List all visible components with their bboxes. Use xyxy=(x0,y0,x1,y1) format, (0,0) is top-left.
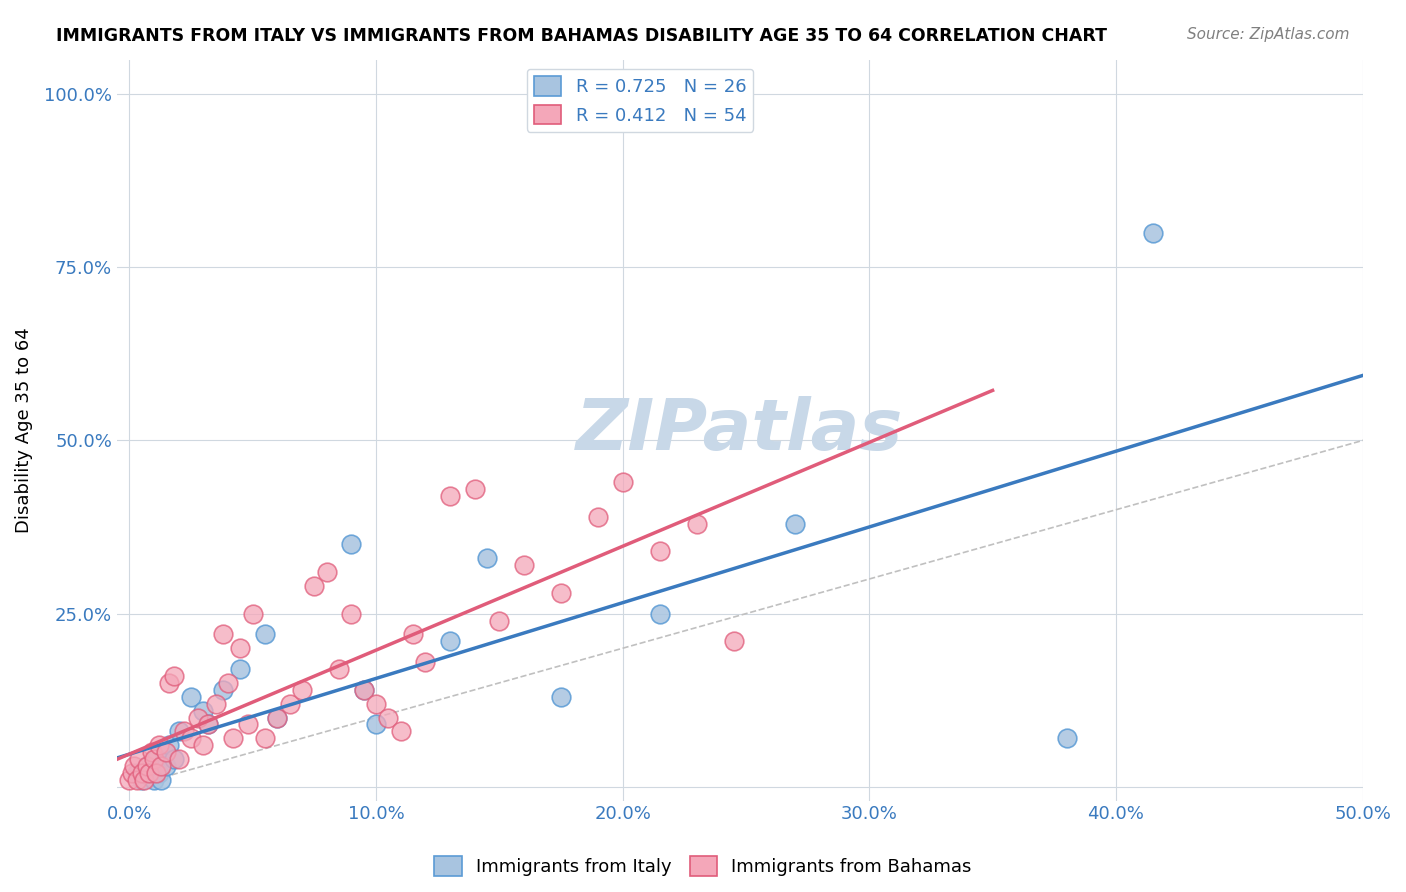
Point xyxy=(121,765,143,780)
Point xyxy=(155,759,177,773)
Point xyxy=(145,765,167,780)
Point xyxy=(648,544,671,558)
Point xyxy=(304,579,326,593)
Point xyxy=(291,682,314,697)
Point xyxy=(197,717,219,731)
Point xyxy=(253,731,276,746)
Point xyxy=(242,607,264,621)
Point xyxy=(685,516,707,531)
Point xyxy=(1056,731,1078,746)
Point xyxy=(413,655,436,669)
Legend: Immigrants from Italy, Immigrants from Bahamas: Immigrants from Italy, Immigrants from B… xyxy=(427,848,979,883)
Point xyxy=(278,697,301,711)
Point xyxy=(131,772,153,787)
Point xyxy=(217,676,239,690)
Point xyxy=(222,731,245,746)
Point xyxy=(364,697,387,711)
Point xyxy=(377,710,399,724)
Point xyxy=(148,738,170,752)
Point xyxy=(131,765,153,780)
Point xyxy=(180,690,202,704)
Point xyxy=(155,745,177,759)
Point xyxy=(193,738,215,752)
Point xyxy=(167,724,190,739)
Point xyxy=(197,717,219,731)
Point xyxy=(266,710,288,724)
Y-axis label: Disability Age 35 to 64: Disability Age 35 to 64 xyxy=(15,327,32,533)
Point xyxy=(167,752,190,766)
Point xyxy=(135,759,157,773)
Point xyxy=(153,745,176,759)
Point xyxy=(648,607,671,621)
Point xyxy=(723,634,745,648)
Point xyxy=(353,682,375,697)
Point xyxy=(132,772,155,787)
Legend: R = 0.725   N = 26, R = 0.412   N = 54: R = 0.725 N = 26, R = 0.412 N = 54 xyxy=(527,69,754,132)
Point xyxy=(118,772,141,787)
Point xyxy=(340,607,363,621)
Point xyxy=(163,669,186,683)
Point xyxy=(135,759,157,773)
Point xyxy=(353,682,375,697)
Text: IMMIGRANTS FROM ITALY VS IMMIGRANTS FROM BAHAMAS DISABILITY AGE 35 TO 64 CORRELA: IMMIGRANTS FROM ITALY VS IMMIGRANTS FROM… xyxy=(56,27,1108,45)
Text: ZIPatlas: ZIPatlas xyxy=(576,396,904,465)
Point xyxy=(128,752,150,766)
Point xyxy=(266,710,288,724)
Point xyxy=(464,482,486,496)
Point xyxy=(145,752,167,766)
Point xyxy=(187,710,209,724)
Point xyxy=(439,634,461,648)
Point xyxy=(150,759,173,773)
Point xyxy=(1142,226,1164,240)
Point xyxy=(550,690,572,704)
Point xyxy=(138,765,160,780)
Point xyxy=(612,475,634,489)
Point xyxy=(173,724,195,739)
Point xyxy=(180,731,202,746)
Point xyxy=(204,697,226,711)
Point xyxy=(157,738,180,752)
Point xyxy=(122,759,145,773)
Point xyxy=(340,537,363,551)
Point xyxy=(141,763,163,777)
Point xyxy=(143,772,166,787)
Point xyxy=(236,717,259,731)
Point xyxy=(550,586,572,600)
Point xyxy=(229,641,252,656)
Point xyxy=(150,772,173,787)
Point xyxy=(143,752,166,766)
Point xyxy=(193,704,215,718)
Point xyxy=(138,769,160,783)
Point xyxy=(439,489,461,503)
Point xyxy=(125,772,148,787)
Point xyxy=(212,627,235,641)
Point xyxy=(402,627,425,641)
Point xyxy=(785,516,807,531)
Point xyxy=(163,752,186,766)
Point xyxy=(229,662,252,676)
Point xyxy=(253,627,276,641)
Point xyxy=(475,551,498,566)
Text: Source: ZipAtlas.com: Source: ZipAtlas.com xyxy=(1187,27,1350,42)
Point xyxy=(148,765,170,780)
Point xyxy=(141,745,163,759)
Point xyxy=(125,765,148,780)
Point xyxy=(364,717,387,731)
Point xyxy=(513,558,536,573)
Point xyxy=(328,662,350,676)
Point xyxy=(157,676,180,690)
Point xyxy=(389,724,412,739)
Point xyxy=(586,509,609,524)
Point xyxy=(212,682,235,697)
Point xyxy=(488,614,510,628)
Point xyxy=(315,565,337,579)
